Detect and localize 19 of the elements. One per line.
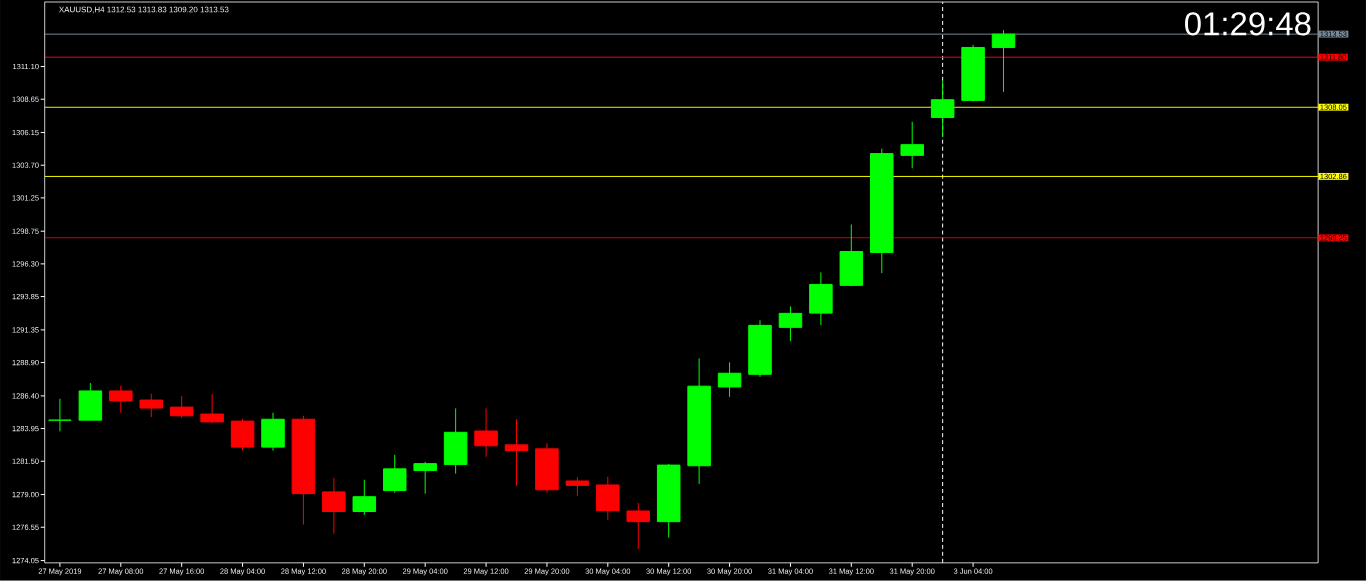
- candlestick: [413, 461, 437, 495]
- candlestick: [565, 476, 590, 497]
- candlestick: [352, 479, 377, 516]
- candlestick: [474, 408, 498, 458]
- candlestick: [139, 393, 163, 418]
- candlestick: [626, 502, 651, 550]
- candlestick: [991, 29, 1016, 93]
- candlestick: [930, 80, 955, 137]
- candlestick: [109, 385, 133, 414]
- candlestick: [169, 395, 194, 419]
- candlestick: [200, 393, 224, 424]
- candlestick: [382, 454, 407, 494]
- candlestick: [717, 361, 742, 398]
- candlestick: [900, 121, 924, 169]
- candlestick: [778, 306, 803, 342]
- text: 01:29:48: [1185, 12, 1311, 36]
- candlestick: [504, 418, 529, 487]
- candlestick: [48, 398, 72, 432]
- candlestick: [322, 477, 346, 535]
